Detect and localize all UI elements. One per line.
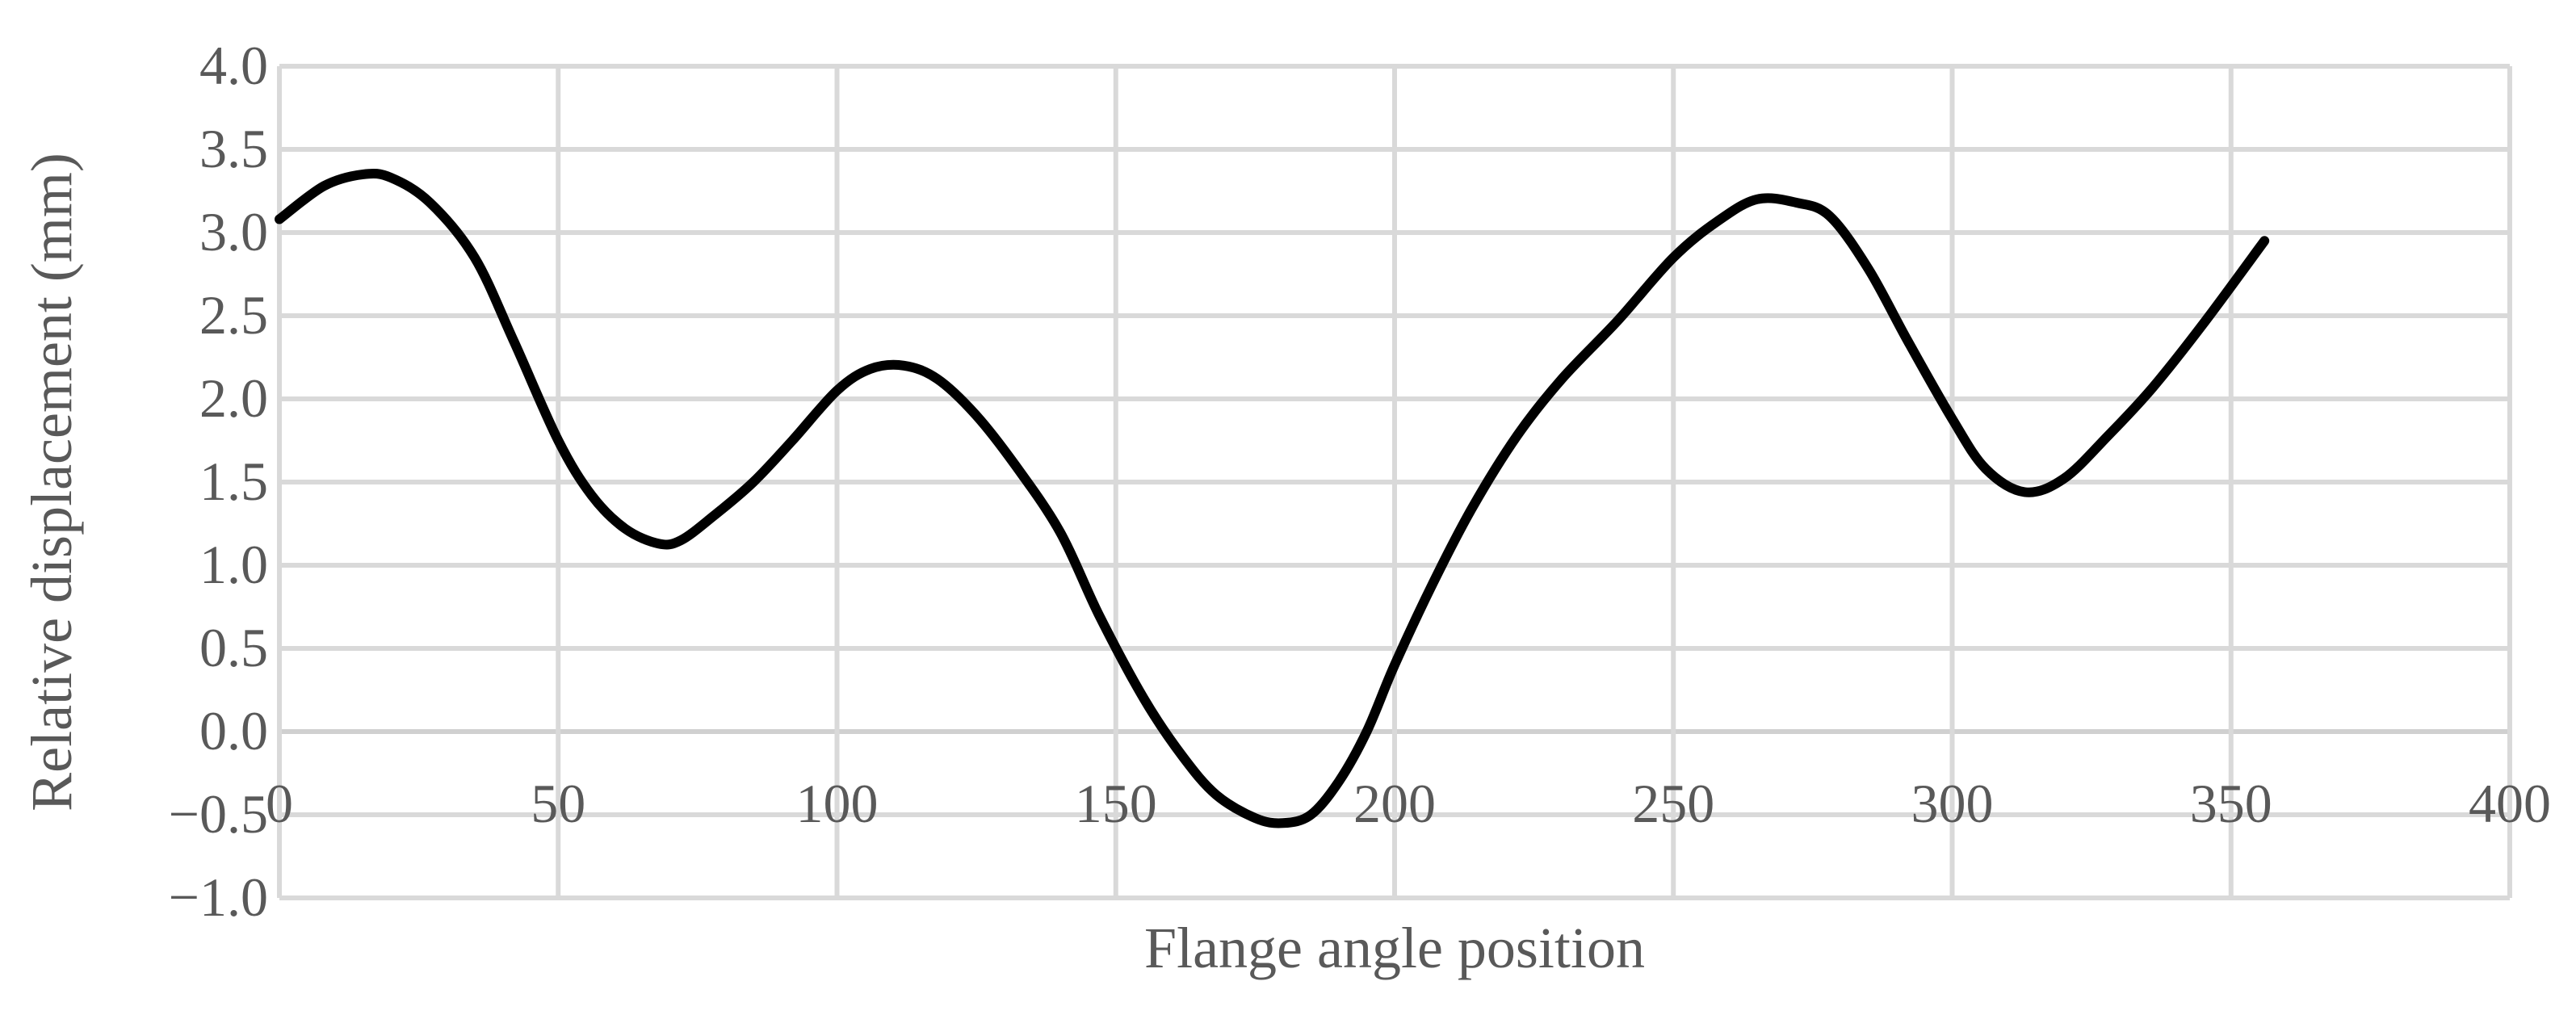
x-tick-label: 400 (2469, 773, 2551, 834)
y-tick-label: 3.0 (199, 201, 268, 262)
grid (277, 64, 2512, 900)
x-axis-title: Flange angle position (1144, 916, 1645, 980)
y-tick-label: −0.5 (169, 783, 268, 845)
y-tick-label: 1.5 (199, 451, 268, 512)
y-tick-label: 0.5 (199, 617, 268, 678)
x-tick-label: 250 (1632, 773, 1714, 834)
x-tick-label: 300 (1911, 773, 1994, 834)
x-axis-tick-labels: 0 50 100 150 200 250 300 350 400 (266, 773, 2551, 834)
x-tick-label: 0 (266, 773, 293, 834)
x-tick-label: 350 (2190, 773, 2272, 834)
y-tick-label: 0.0 (199, 700, 268, 761)
y-tick-label: 2.5 (199, 284, 268, 346)
y-tick-label: −1.0 (169, 866, 268, 928)
series-line (275, 168, 2270, 828)
x-tick-label: 100 (796, 773, 879, 834)
x-tick-label: 200 (1353, 773, 1436, 834)
y-axis-title: Relative displacement (mm) (19, 153, 84, 812)
y-axis-tick-labels: 4.0 3.5 3.0 2.5 2.0 1.5 1.0 0.5 0.0 −0.5 −1.0 (169, 35, 268, 928)
x-tick-label: 50 (531, 773, 585, 834)
y-tick-label: 3.5 (199, 118, 268, 179)
y-tick-label: 2.0 (199, 367, 268, 429)
x-tick-label: 150 (1075, 773, 1157, 834)
y-tick-label: 4.0 (199, 35, 268, 96)
y-tick-label: 1.0 (199, 534, 268, 595)
